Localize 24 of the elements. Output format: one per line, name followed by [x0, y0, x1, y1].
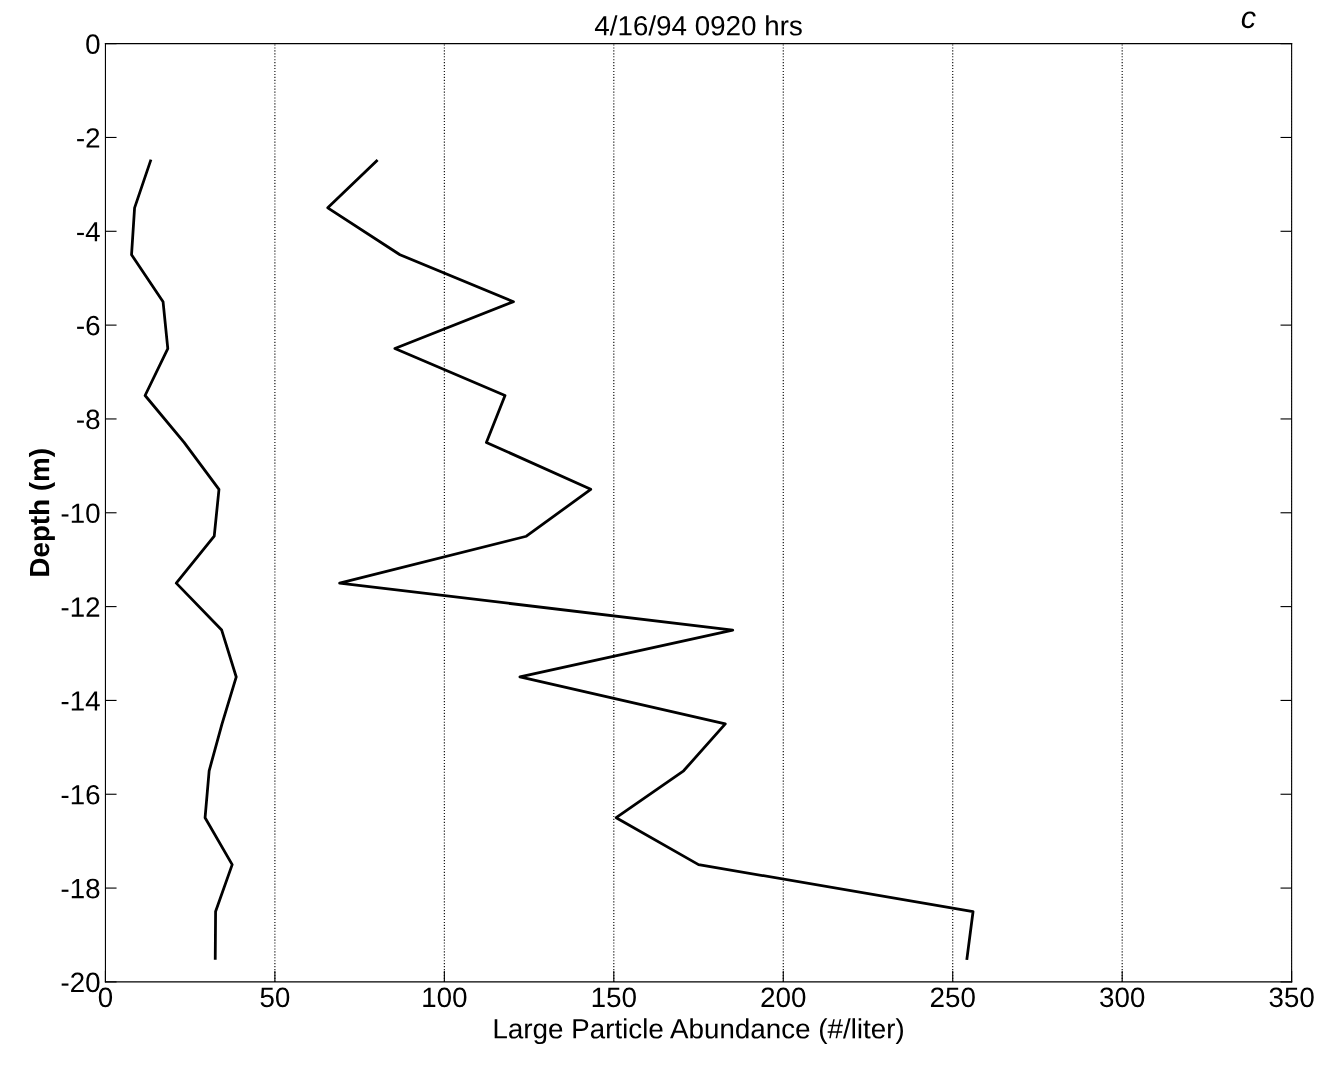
x-tick-label: 100 — [423, 987, 467, 1008]
y-tick-label: -16 — [61, 784, 100, 805]
text: c — [1241, 11, 1256, 29]
x-tick-label: 150 — [592, 987, 636, 1008]
y-tick-label: -6 — [77, 315, 100, 336]
x-axis-title: Large Particle Abundance (#/liter) — [494, 1018, 903, 1045]
x-tick-label: 300 — [1100, 987, 1145, 1008]
y-tick-label: 0 — [86, 34, 100, 54]
x-tick-label: 200 — [761, 987, 806, 1008]
x-tick-label: 0 — [98, 987, 113, 1008]
y-tick-label: -18 — [61, 878, 100, 899]
y-tick-label: -12 — [61, 597, 100, 617]
chart-title: 4/16/94 0920 hrs — [594, 15, 802, 36]
line-series — [130, 159, 238, 960]
y-tick-label: -14 — [61, 691, 100, 711]
y-tick-label: -2 — [77, 128, 100, 148]
y-axis-title: Depth (m) — [28, 449, 55, 576]
y-tick-label: -20 — [61, 972, 100, 993]
x-tick-label: 50 — [260, 987, 290, 1008]
y-tick-label: -8 — [77, 409, 100, 430]
x-tick-label: 350 — [1269, 987, 1314, 1008]
y-tick-label: -4 — [77, 222, 100, 242]
x-tick-label: 250 — [930, 987, 975, 1008]
y-tick-label: -10 — [61, 503, 100, 524]
